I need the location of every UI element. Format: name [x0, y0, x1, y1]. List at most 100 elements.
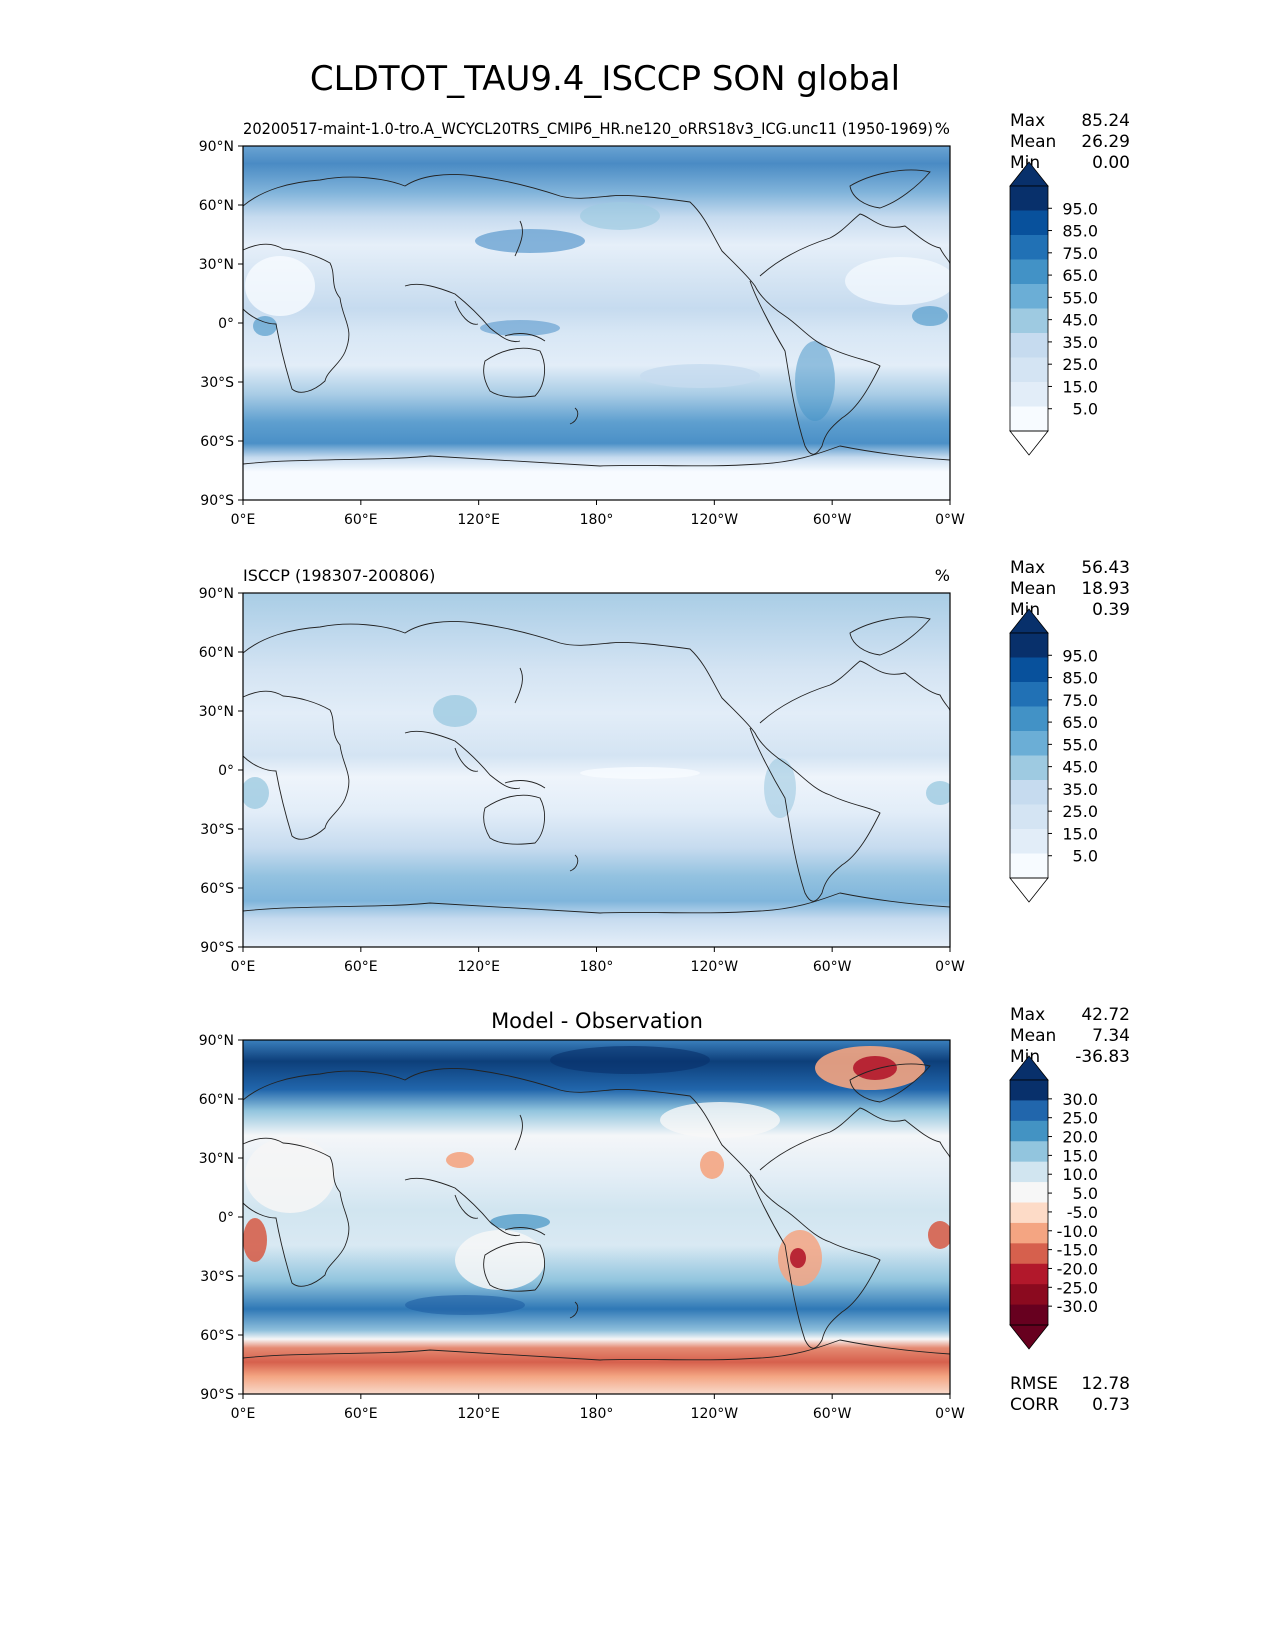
colorbar-segment: [1010, 284, 1048, 309]
stat-value: 7.34: [1092, 1026, 1130, 1046]
x-tick-label: 60°E: [344, 1406, 378, 1422]
x-tick-label: 0°E: [231, 512, 256, 528]
panel-center-title: Model - Observation: [491, 1009, 703, 1033]
colorbar-label: 30.0: [1062, 1090, 1098, 1109]
colorbar-frame: [1009, 1079, 1049, 1326]
colorbar-segment: [1010, 657, 1048, 683]
coastlines: [242, 1063, 951, 1361]
colorbar-label: -25.0: [1057, 1278, 1098, 1297]
panel-left-title: 20200517-maint-1.0-tro.A_WCYCL20TRS_CMIP…: [243, 119, 933, 139]
stat-value: 42.72: [1081, 1005, 1130, 1025]
colorbar-label: 5.0: [1073, 1184, 1098, 1203]
colorbar-segment: [1010, 1243, 1048, 1265]
colorbar-frame: [1009, 632, 1049, 879]
x-tick-label: 120°W: [691, 512, 739, 528]
colorbar-segment: [1010, 1141, 1048, 1163]
difference-features: [243, 1046, 950, 1315]
ticks: 0°E 60°E 120°E 180° 120°W 60°W 0°W 90°N 60°N 30°N…: [199, 1033, 965, 1422]
x-tick-label: 180°: [580, 959, 614, 975]
colorbar-label: 75.0: [1062, 244, 1098, 263]
colorbar-segment: [1010, 308, 1048, 334]
y-tick-label: 90°S: [200, 940, 234, 956]
stat-value: 18.93: [1081, 579, 1130, 599]
colorbar-label: 5.0: [1073, 400, 1098, 419]
colorbar-segment: [1010, 829, 1048, 854]
stat-value: 0.00: [1092, 153, 1130, 173]
colorbar: 30.025.020.015.010.05.0-5.0-10.0-15.0-20…: [1009, 1055, 1098, 1350]
colorbar-label: 25.0: [1062, 802, 1098, 821]
colorbar-label: 75.0: [1062, 691, 1098, 710]
colorbar-segment: [1010, 382, 1048, 407]
colorbar-segment: [1010, 1284, 1048, 1306]
colorbar-segment: [1010, 1080, 1048, 1101]
colorbar-label: 45.0: [1062, 758, 1098, 777]
y-tick-label: 60°S: [200, 881, 234, 897]
colorbar-segment: [1010, 706, 1048, 732]
y-tick-label: 90°N: [199, 1033, 234, 1049]
stat-label: Max: [1010, 1005, 1045, 1025]
colorbar-segment: [1010, 406, 1048, 432]
x-tick-label: 120°W: [691, 959, 739, 975]
footer-label: RMSE: [1010, 1374, 1058, 1394]
y-tick-label: 30°S: [200, 375, 234, 391]
colorbar-label: 55.0: [1062, 735, 1098, 754]
ticks: 0°E 60°E 120°E 180° 120°W 60°W 0°W 90°N 60°N 30°N…: [199, 586, 965, 975]
stat-value: 26.29: [1081, 132, 1130, 152]
stat-value: 85.24: [1081, 111, 1130, 131]
colorbar-label: -10.0: [1057, 1222, 1098, 1241]
colorbar-label: 25.0: [1062, 1109, 1098, 1128]
panel-difference: 0°E 60°E 120°E 180° 120°W 60°W 0°W 90°N 60°N 30°N…: [199, 1005, 1130, 1422]
stat-value: 56.43: [1081, 558, 1130, 578]
panel-model: 0°E 60°E 120°E 180° 120°W 60°W 0°W 90°N 60°N 30°N…: [199, 111, 1130, 528]
y-tick-label: 0°: [218, 763, 234, 779]
panel-left-title: ISCCP (198307-200806): [243, 566, 435, 585]
colorbar-label: 5.0: [1073, 847, 1098, 866]
y-tick-label: 90°S: [200, 493, 234, 509]
x-tick-label: 0°W: [935, 959, 965, 975]
colorbar-label: -5.0: [1067, 1203, 1098, 1222]
colorbar-label: 95.0: [1062, 199, 1098, 218]
footer-label: CORR: [1010, 1395, 1059, 1415]
colorbar-under-extension: [1009, 877, 1049, 903]
colorbar-segment: [1010, 1263, 1048, 1285]
y-tick-label: 30°N: [199, 257, 234, 273]
colorbar-segment: [1010, 731, 1048, 756]
colorbar-segment: [1010, 780, 1048, 805]
colorbar-label: -30.0: [1057, 1297, 1098, 1316]
y-tick-label: 0°: [218, 316, 234, 332]
cloud-features: [245, 202, 950, 421]
panel-units: %: [935, 119, 950, 138]
colorbar-segment: [1010, 1304, 1048, 1326]
colorbar-label: 35.0: [1062, 333, 1098, 352]
x-tick-label: 60°W: [813, 512, 852, 528]
x-tick-label: 0°W: [935, 1406, 965, 1422]
colorbar-label: 85.0: [1062, 222, 1098, 241]
x-tick-label: 120°E: [457, 512, 500, 528]
stat-value: -36.83: [1075, 1047, 1130, 1067]
figure-title: CLDTOT_TAU9.4_ISCCP SON global: [310, 59, 900, 99]
x-tick-label: 60°E: [344, 512, 378, 528]
colorbar-label: 65.0: [1062, 713, 1098, 732]
y-tick-label: 60°N: [199, 198, 234, 214]
colorbar-label: -20.0: [1057, 1259, 1098, 1278]
colorbar-segment: [1010, 1120, 1048, 1142]
y-tick-label: 60°S: [200, 1328, 234, 1344]
y-tick-label: 0°: [218, 1210, 234, 1226]
colorbar-label: 85.0: [1062, 669, 1098, 688]
y-tick-label: 90°N: [199, 139, 234, 155]
x-tick-label: 120°E: [457, 1406, 500, 1422]
y-tick-label: 60°S: [200, 434, 234, 450]
stat-label: Max: [1010, 111, 1045, 131]
panel-observation: 0°E 60°E 120°E 180° 120°W 60°W 0°W 90°N 60°N 30°N…: [199, 558, 1130, 975]
x-tick-label: 60°W: [813, 1406, 852, 1422]
x-tick-label: 120°W: [691, 1406, 739, 1422]
colorbar-label: 45.0: [1062, 311, 1098, 330]
colorbar: 95.0 85.0 75.0 65.0 55.0 45.0 35.0 25.0 15.0 5.0: [1009, 608, 1098, 903]
colorbar-label: 55.0: [1062, 288, 1098, 307]
stat-label: Max: [1010, 558, 1045, 578]
y-tick-label: 60°N: [199, 645, 234, 661]
colorbar-label: 25.0: [1062, 355, 1098, 374]
y-tick-label: 30°N: [199, 704, 234, 720]
